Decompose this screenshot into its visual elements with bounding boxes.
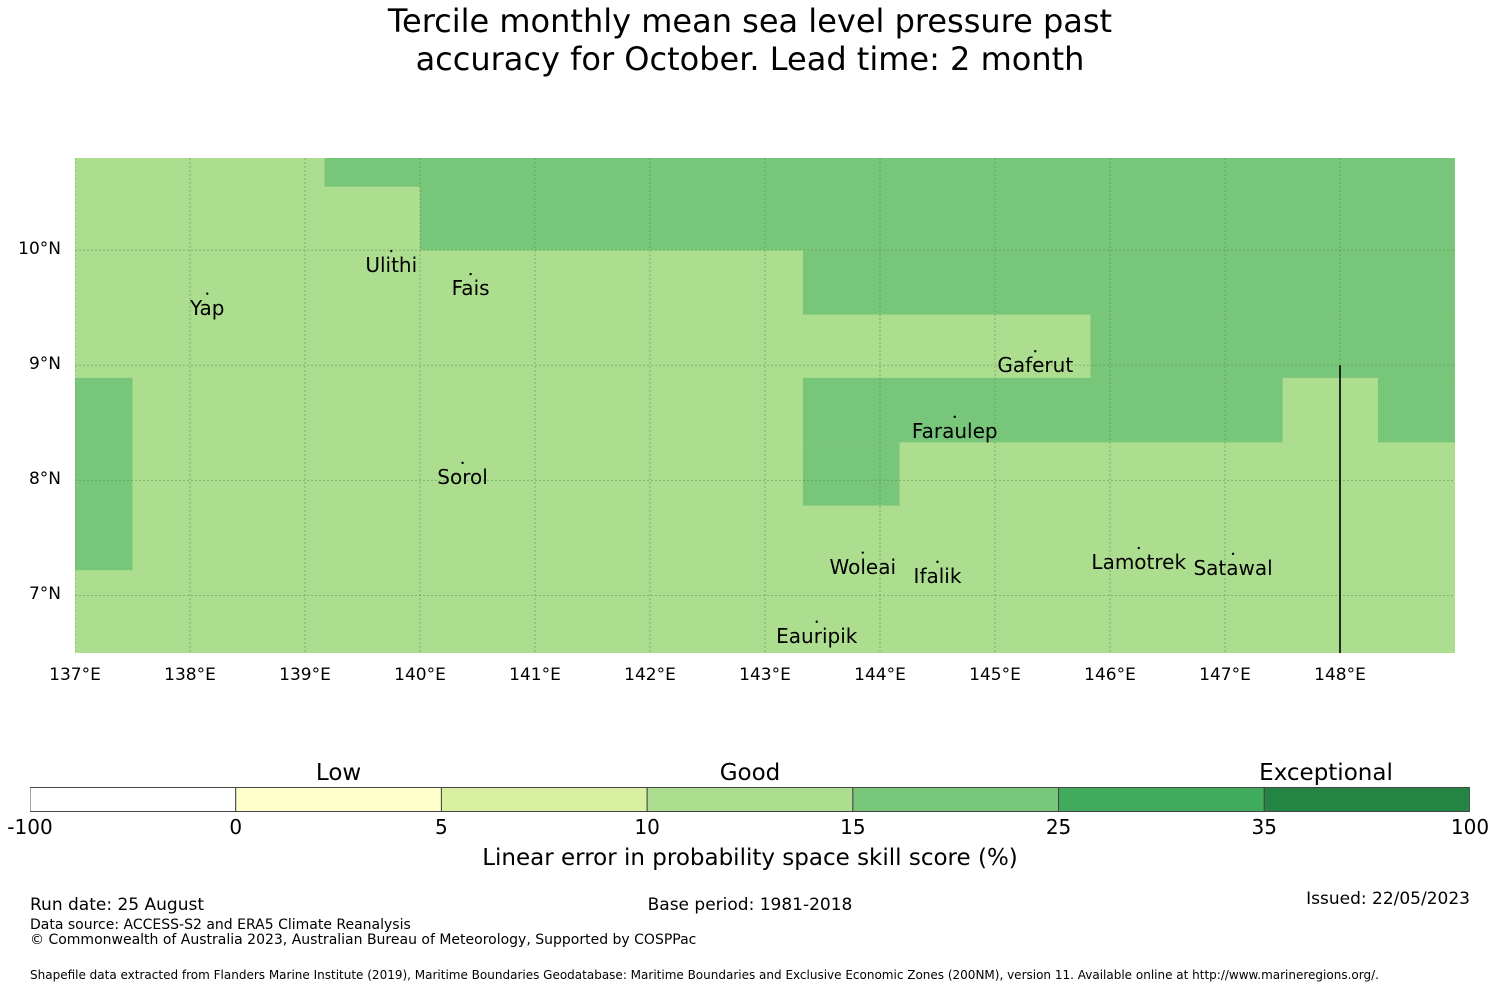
lon-tick-label: 138°E (164, 665, 216, 685)
lat-tick-label: 8°N (28, 469, 61, 490)
island-marker-4 (953, 415, 956, 419)
colorbar-tick-label: 25 (1045, 815, 1072, 839)
title-line-2: accuracy for October. Lead time: 2 month (415, 40, 1085, 78)
place-label-6: Woleai (829, 554, 897, 579)
lon-tick-label: 139°E (279, 665, 331, 685)
colorbar-tick-label: 35 (1251, 815, 1277, 839)
colorbar-segment-2 (440, 787, 648, 812)
island-marker-10 (815, 620, 818, 623)
copyright: © Commonwealth of Australia 2023, Austra… (30, 932, 697, 948)
colorbar-tick-label: 10 (634, 815, 660, 839)
colorbar-segment-3 (646, 787, 854, 812)
island-marker-5 (461, 461, 464, 465)
island-marker-9 (1231, 552, 1235, 556)
place-label-7: Ifalik (913, 563, 962, 588)
colorbar-tick-label: 5 (435, 815, 448, 839)
colorbar-tick-label: 100 (1450, 815, 1490, 839)
skill-cell-2 (802, 250, 1455, 315)
place-label-8: Lamotrek (1091, 550, 1187, 575)
place-label-0: Yap (190, 295, 225, 320)
island-marker-2 (469, 272, 472, 276)
lon-tick-label: 140°E (394, 665, 446, 685)
island-marker-7 (936, 560, 939, 564)
island-marker-8 (1137, 546, 1140, 550)
place-label-10: Eauripik (776, 623, 858, 648)
skill-cell-5 (1377, 377, 1455, 443)
island-marker-6 (861, 551, 864, 554)
island-marker-1 (390, 249, 393, 253)
skill-cell-7 (75, 377, 133, 571)
place-label-3: Gaferut (997, 353, 1074, 378)
colorbar-segment-0 (30, 787, 237, 812)
lon-tick-label: 142°E (624, 665, 676, 685)
skill-cell-1 (420, 158, 1455, 251)
run-date: Run date: 25 August (30, 895, 204, 915)
skill-cell-6 (802, 442, 900, 506)
colorbar-segment-4 (852, 787, 1060, 812)
place-label-1: Ulithi (365, 253, 418, 278)
lon-tick-label: 143°E (739, 665, 791, 685)
issued-date: Issued: 22/05/2023 (1306, 889, 1470, 909)
place-label-2: Fais (451, 276, 490, 301)
skill-cell-0 (324, 158, 420, 187)
lon-tick-label: 146°E (1084, 665, 1136, 685)
colorbar-category-low: Low (315, 760, 362, 786)
skill-map (75, 158, 1455, 653)
map-title: Tercile monthly mean sea level pressure … (0, 2, 1500, 78)
place-label-5: Sorol (437, 464, 488, 489)
island-marker-3 (1034, 350, 1037, 353)
colorbar (30, 787, 1470, 812)
place-label-9: Satawal (1193, 555, 1273, 580)
lat-tick-label: 9°N (28, 354, 61, 375)
colorbar-caption: Linear error in probability space skill … (482, 845, 1018, 871)
lat-tick-label: 7°N (28, 584, 61, 605)
colorbar-segment-5 (1058, 787, 1265, 812)
colorbar-segment-1 (235, 787, 442, 812)
colorbar-category-good: Good (719, 760, 781, 786)
colorbar-tick-label: -100 (7, 815, 53, 839)
lon-tick-label: 147°E (1199, 665, 1251, 685)
skill-cell-3 (1090, 314, 1455, 378)
colorbar-category-exceptional: Exceptional (1259, 760, 1393, 786)
lon-tick-label: 137°E (49, 665, 101, 685)
title-line-1: Tercile monthly mean sea level pressure … (387, 2, 1113, 40)
lon-tick-label: 145°E (969, 665, 1021, 685)
lon-tick-label: 144°E (854, 665, 906, 685)
skill-cell-4 (802, 377, 1283, 443)
colorbar-segment-6 (1263, 787, 1470, 812)
lat-tick-label: 10°N (18, 239, 61, 260)
colorbar-tick-label: 0 (229, 815, 243, 839)
place-label-4: Faraulep (911, 418, 998, 443)
lon-tick-label: 148°E (1314, 665, 1366, 685)
data-source: Data source: ACCESS-S2 and ERA5 Climate … (30, 917, 411, 933)
lon-tick-label: 141°E (509, 665, 561, 685)
base-period: Base period: 1981-2018 (647, 895, 853, 915)
shapefile-credit: Shapefile data extracted from Flanders M… (30, 968, 1379, 982)
colorbar-tick-label: 15 (840, 815, 866, 839)
island-marker-0 (206, 292, 209, 295)
